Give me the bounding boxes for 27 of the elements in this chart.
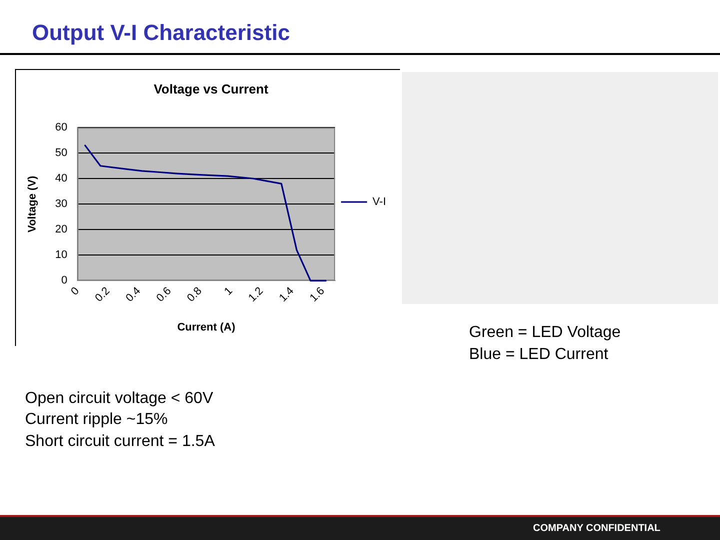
y-tick-label: 30 [55, 198, 68, 210]
y-tick-label: 10 [55, 249, 68, 262]
x-tick-label: 0.8 [185, 285, 204, 304]
x-tick-label: 1.6 [308, 285, 328, 304]
x-tick-label: 1.4 [277, 285, 296, 304]
chart-title: Output V-I Characteristic [32, 20, 290, 46]
text: COMPANY CONFIDENTIAL [533, 523, 660, 535]
y-tick-label: 40 [55, 172, 68, 185]
x-tick-label: 0.6 [154, 285, 174, 304]
y-tick-label: 20 [55, 224, 68, 236]
text: Blue = LED Current [469, 345, 608, 365]
text: Open circuit voltage < 60V [25, 389, 214, 409]
x-tick-label: 0.4 [124, 285, 144, 304]
y-tick-label: 60 [55, 122, 68, 134]
text: Short circuit current = 1.5A [25, 432, 215, 452]
y-axis-title: Voltage (V) [26, 175, 39, 232]
x-tick-label: 0.2 [93, 285, 112, 304]
text: Green = LED Voltage [469, 323, 621, 343]
x-tick-label: 1.2 [246, 285, 266, 304]
y-tick-label: 50 [55, 147, 68, 160]
x-tick-label: 1 [222, 285, 236, 298]
chart-subtitle: Voltage vs Current [154, 81, 269, 96]
y-tick-label: 0 [61, 274, 68, 287]
text: Current ripple ~15% [25, 410, 168, 430]
legend-label: V-I [372, 196, 386, 208]
x-tick-label: 0 [68, 285, 82, 298]
x-axis-title: Current (A) [177, 321, 236, 334]
